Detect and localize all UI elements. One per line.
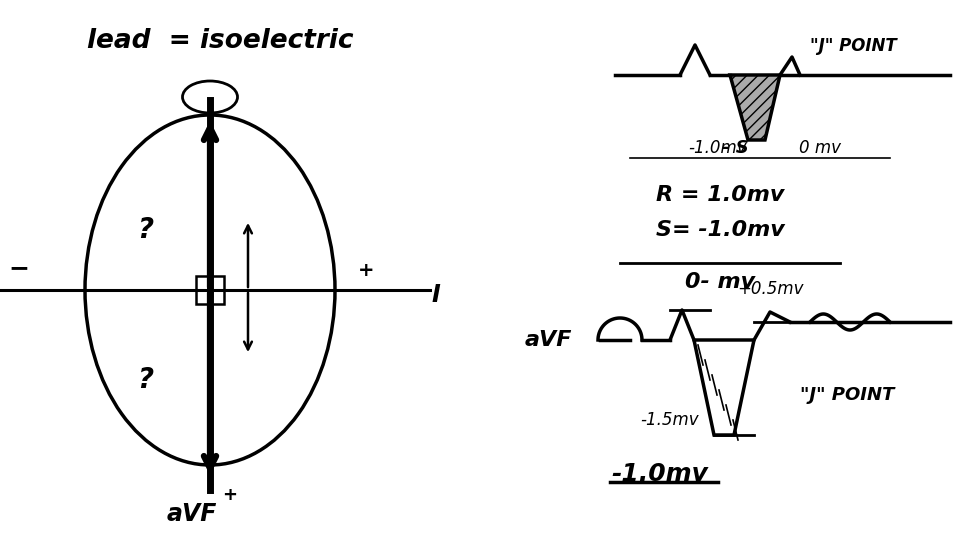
Text: lead  = isoelectric: lead = isoelectric — [86, 28, 353, 54]
Text: −: − — [8, 256, 29, 280]
Text: +0.5mv: +0.5mv — [736, 280, 804, 298]
Polygon shape — [694, 340, 754, 435]
Text: aVF: aVF — [167, 502, 217, 526]
Text: ?: ? — [137, 366, 153, 394]
Text: R = 1.0mv: R = 1.0mv — [656, 185, 784, 205]
Text: I: I — [432, 283, 441, 307]
Text: 0 mv: 0 mv — [799, 139, 841, 157]
Polygon shape — [730, 75, 780, 140]
Text: -1.0mv: -1.0mv — [688, 139, 747, 157]
Text: -1.5mv: -1.5mv — [640, 411, 699, 429]
Text: - S: - S — [722, 139, 749, 157]
Bar — [196, 276, 224, 304]
Text: +: + — [358, 261, 374, 280]
Text: +: + — [222, 486, 237, 504]
Text: ?: ? — [137, 216, 153, 244]
Text: "J" POINT: "J" POINT — [810, 37, 897, 55]
Text: 0- mv: 0- mv — [684, 272, 756, 292]
Text: "J" POINT: "J" POINT — [800, 386, 895, 404]
Text: aVF: aVF — [524, 330, 572, 350]
Text: S= -1.0mv: S= -1.0mv — [656, 220, 784, 240]
Text: -1.0mv: -1.0mv — [612, 462, 708, 486]
